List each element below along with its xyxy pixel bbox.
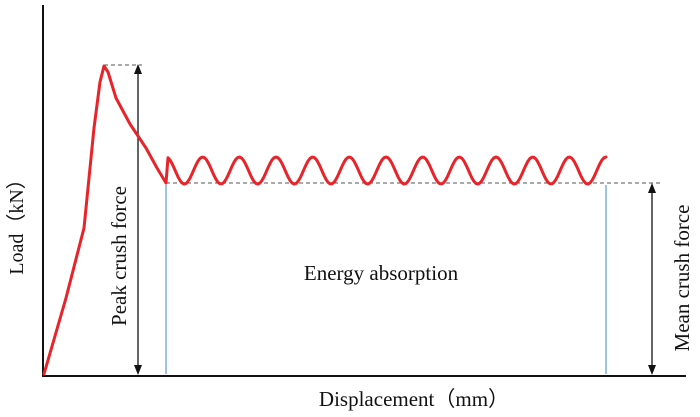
energy-absorption-label: Energy absorption (304, 261, 459, 285)
peak-force-label: Peak crush force (107, 186, 131, 326)
mean-force-label: Mean crush force (670, 205, 694, 352)
load-displacement-curve (42, 64, 608, 376)
peak-force-arrow (134, 64, 142, 375)
mean-force-arrow (648, 183, 656, 375)
y-axis-label: Load（kN） (5, 169, 28, 275)
x-axis-label: Displacement（mm） (319, 387, 509, 411)
